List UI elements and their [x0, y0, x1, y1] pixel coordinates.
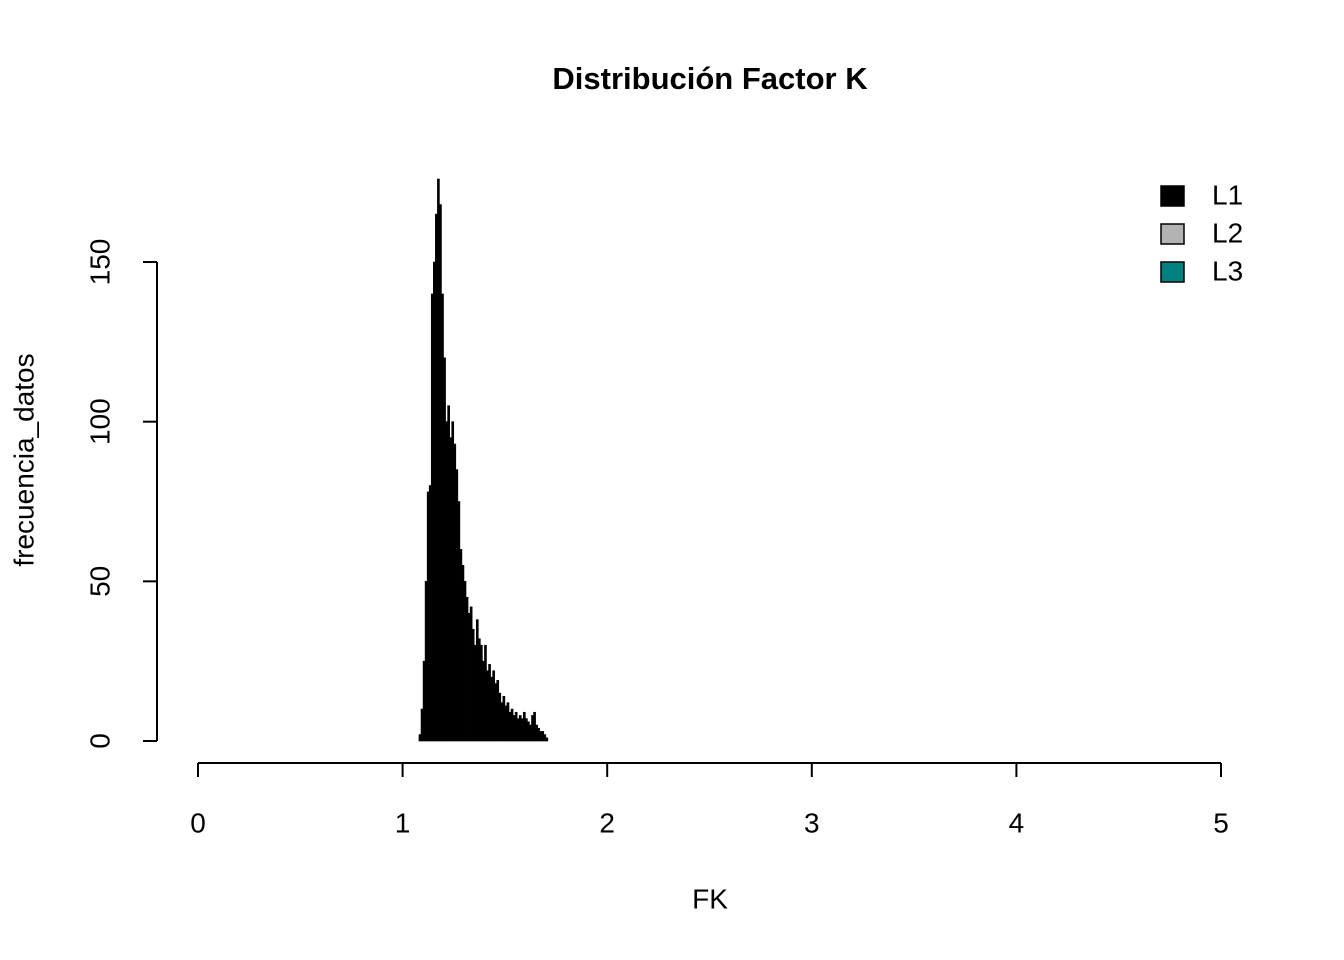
- legend-swatch: [1160, 223, 1185, 245]
- bar: [500, 702, 504, 742]
- bar: [455, 469, 459, 742]
- bar: [508, 711, 512, 742]
- bar: [441, 293, 444, 742]
- bar: [484, 644, 487, 742]
- y-tick-label: 150: [84, 239, 115, 286]
- bar: [465, 597, 469, 742]
- bar: [531, 715, 534, 742]
- bar: [514, 711, 518, 742]
- bar: [488, 664, 491, 742]
- bar: [469, 606, 473, 742]
- x-tick-label: 5: [1213, 807, 1229, 838]
- bar: [424, 581, 428, 742]
- bar: [463, 581, 467, 742]
- legend-swatch: [1160, 261, 1185, 283]
- bar: [449, 437, 453, 742]
- bar: [443, 357, 446, 742]
- bar: [467, 612, 471, 742]
- chart-title: Distribución Factor K: [552, 61, 868, 96]
- bar: [475, 619, 479, 742]
- legend-swatch: [1160, 185, 1185, 207]
- legend-label: L1: [1212, 179, 1243, 210]
- bar: [457, 501, 461, 742]
- bar: [504, 705, 508, 742]
- bar: [418, 734, 422, 742]
- bar: [523, 711, 526, 742]
- y-tick-label: 0: [84, 733, 115, 749]
- x-tick-label: 4: [1009, 807, 1025, 838]
- bar: [428, 485, 432, 742]
- bar: [518, 715, 522, 742]
- bar: [432, 261, 436, 742]
- bar: [541, 731, 545, 742]
- bar: [502, 695, 506, 742]
- bar: [459, 549, 463, 742]
- bar: [498, 692, 502, 742]
- bar: [529, 724, 532, 742]
- bar: [512, 715, 516, 742]
- bar: [439, 204, 442, 742]
- bar: [535, 724, 538, 742]
- bar: [506, 702, 510, 742]
- bar: [420, 708, 424, 742]
- bar: [510, 708, 514, 742]
- bar: [478, 638, 481, 742]
- bar: [430, 293, 434, 742]
- bar: [486, 670, 489, 742]
- bar: [461, 565, 465, 742]
- x-tick-label: 2: [599, 807, 615, 838]
- bar: [426, 491, 430, 742]
- bar: [473, 644, 477, 742]
- bar: [537, 727, 540, 742]
- bar: [496, 680, 500, 742]
- bar: [445, 421, 448, 742]
- x-tick-label: 3: [804, 807, 820, 838]
- legend-label: L3: [1212, 255, 1243, 286]
- y-tick-label: 100: [84, 398, 115, 445]
- bar: [471, 628, 475, 742]
- bar: [539, 731, 543, 742]
- y-tick-label: 50: [84, 566, 115, 597]
- bar: [520, 718, 524, 742]
- bar: [545, 737, 549, 742]
- x-tick-label: 1: [395, 807, 411, 838]
- bar: [447, 405, 450, 742]
- y-axis-label: frecuencia_datos: [8, 353, 39, 566]
- bar: [480, 644, 483, 742]
- bar: [453, 443, 457, 742]
- bar: [543, 734, 547, 742]
- bar: [494, 683, 498, 742]
- bar: [435, 213, 438, 742]
- x-tick-label: 0: [190, 807, 206, 838]
- bar: [490, 676, 493, 742]
- bar: [533, 711, 536, 742]
- bar: [451, 421, 455, 742]
- x-axis-label: FK: [692, 883, 728, 914]
- bar: [492, 670, 495, 742]
- bar: [482, 660, 485, 742]
- bar: [437, 178, 440, 742]
- bar: [422, 660, 426, 742]
- legend-label: L2: [1212, 217, 1243, 248]
- bar: [516, 718, 520, 742]
- bar: [525, 718, 528, 742]
- bar: [527, 721, 530, 742]
